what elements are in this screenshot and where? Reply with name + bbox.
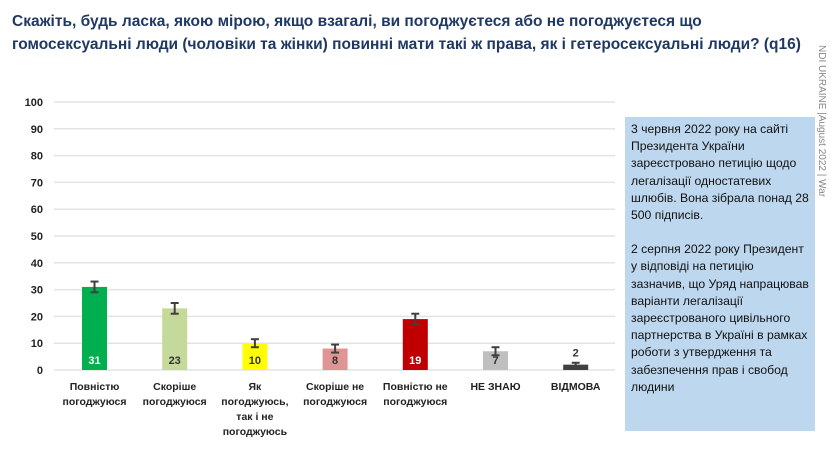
bar: [483, 351, 508, 370]
y-tick-label: 50: [31, 231, 43, 243]
bar: [162, 308, 188, 370]
chart-title: Скажіть, будь ласка, якою мірою, якщо вз…: [12, 13, 801, 53]
x-category-label: Повністю не погоджуюся: [382, 381, 448, 408]
y-tick-label: 40: [31, 258, 43, 270]
y-tick-label: 90: [31, 124, 43, 136]
x-category-label: Скоріше не погоджуюся: [303, 381, 368, 408]
data-label: 10: [249, 355, 261, 367]
x-category-label: Повністю погоджуюся: [62, 381, 127, 408]
x-category-label: Як погоджуюсь, так і не погоджуюсь: [221, 381, 289, 438]
y-tick-label: 10: [31, 338, 43, 350]
y-tick-label: 100: [25, 97, 43, 109]
data-label: 8: [332, 355, 338, 367]
data-label: 31: [88, 355, 100, 367]
bar: [322, 348, 348, 370]
y-tick-label: 20: [31, 311, 43, 323]
data-label: 19: [409, 355, 421, 367]
x-category-label: НЕ ЗНАЮ: [470, 381, 521, 393]
y-tick-label: 0: [37, 365, 43, 377]
data-label: 2: [573, 348, 579, 360]
side-label: NDI UKRAINE |August 2022 | War: [816, 45, 827, 198]
x-category-label: ВІДМОВА: [550, 381, 601, 393]
y-tick-label: 30: [31, 285, 43, 297]
x-category-label: Скоріше погоджуюся: [142, 381, 207, 408]
y-tick-label: 60: [31, 204, 43, 216]
bar: [82, 286, 107, 370]
bar: [402, 319, 428, 370]
y-tick-label: 70: [31, 177, 43, 189]
data-label: 7: [492, 355, 498, 367]
note-paragraph-2: 2 серпня 2022 року Президент у відповіді…: [631, 242, 809, 394]
note-paragraph-1: 3 червня 2022 року на сайті Президента У…: [631, 122, 809, 223]
info-note: 3 червня 2022 року на сайті Президента У…: [625, 117, 815, 431]
y-tick-label: 80: [31, 151, 43, 163]
data-label: 23: [169, 355, 181, 367]
